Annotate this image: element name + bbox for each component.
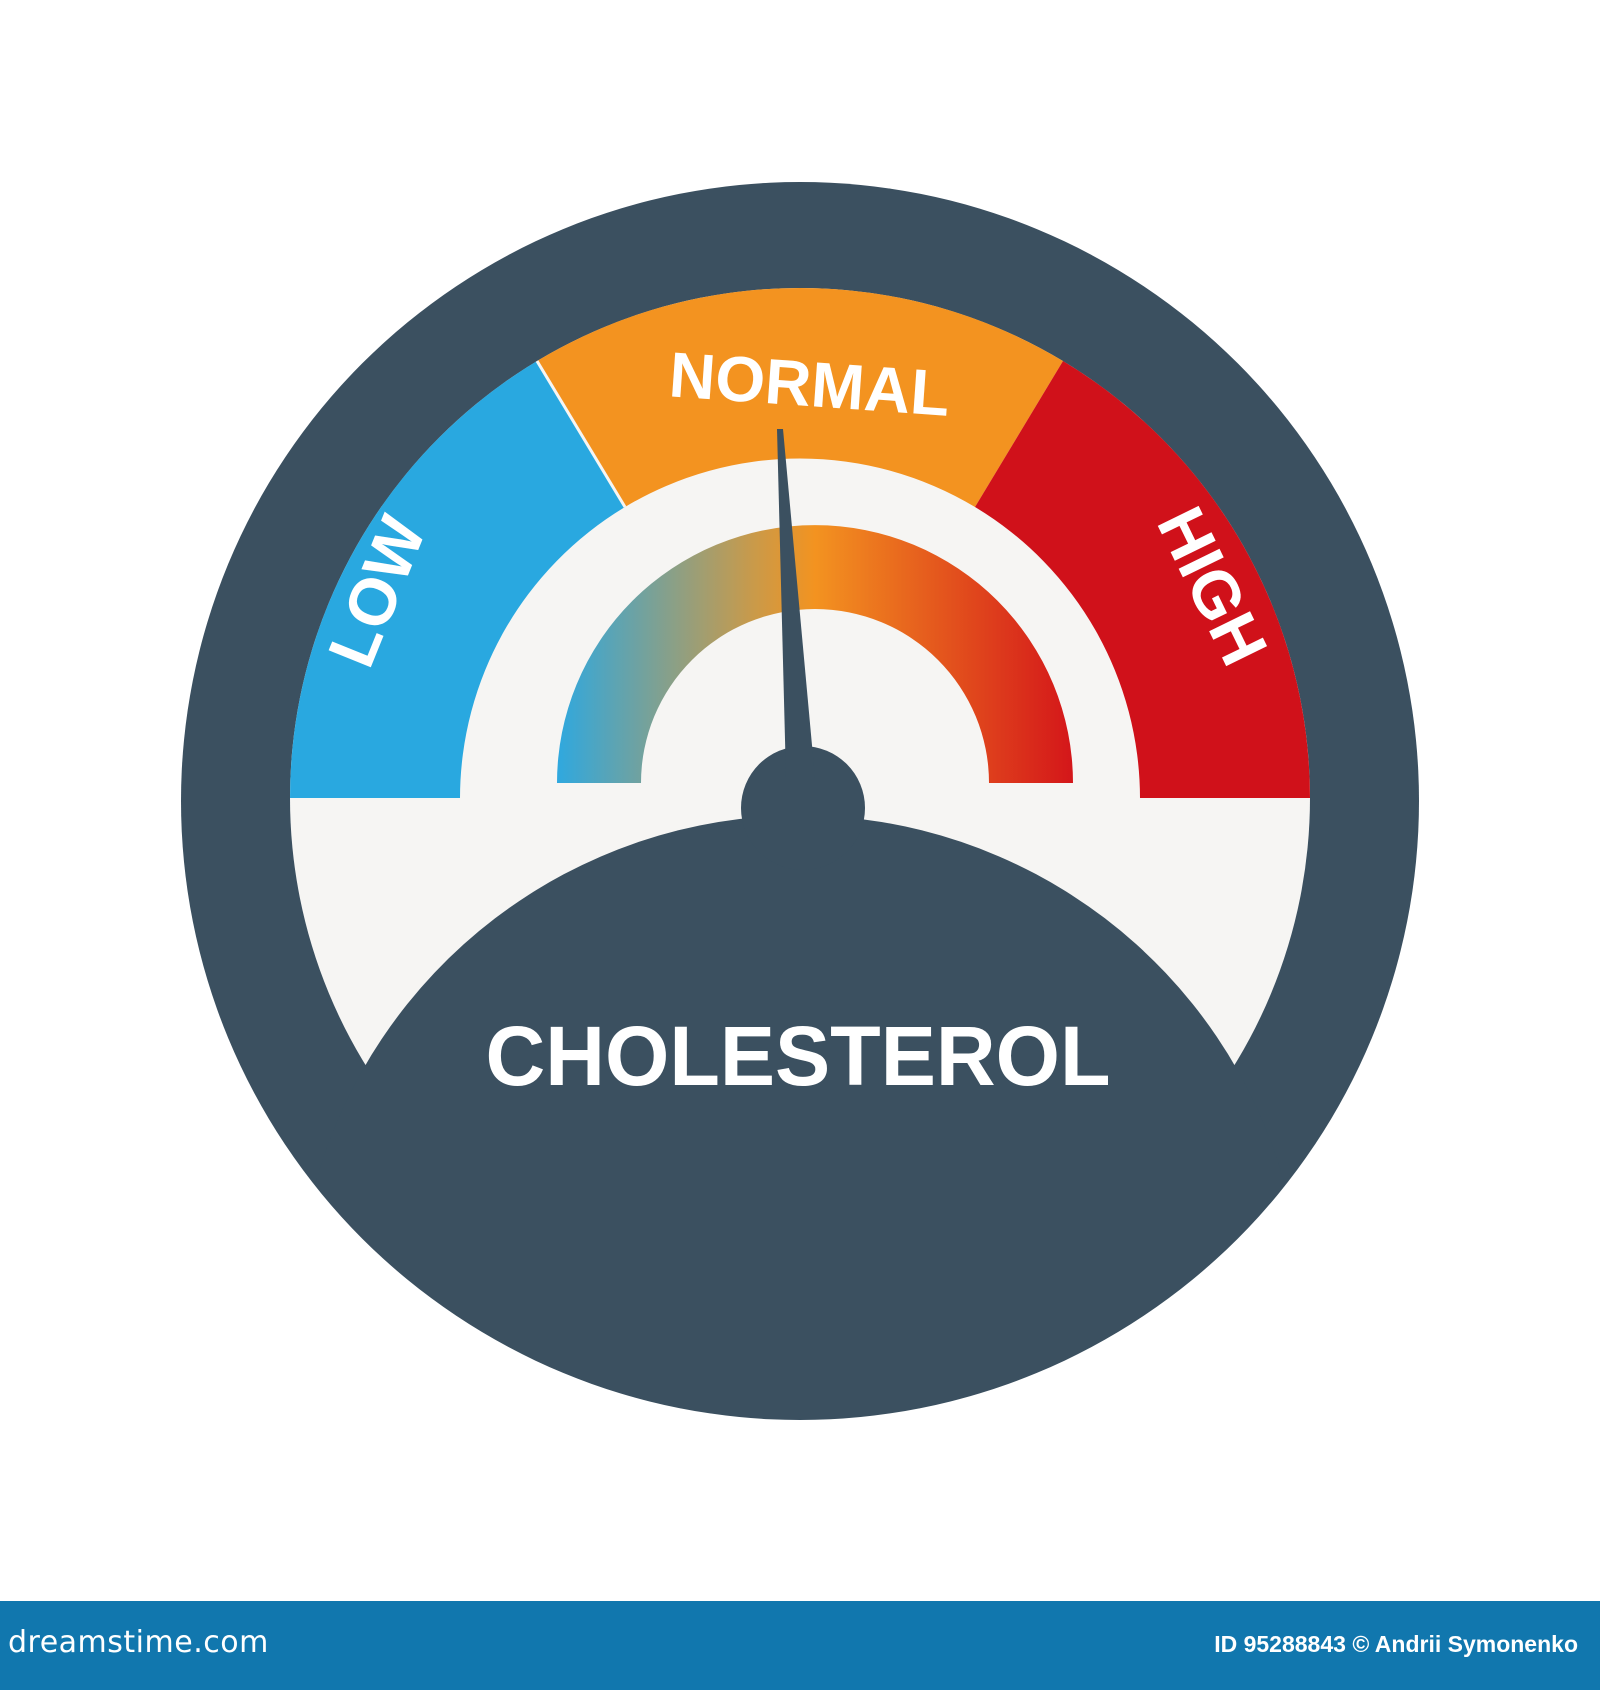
zone-low — [290, 361, 625, 798]
dreamstime-logo[interactable]: dreamstime.com — [8, 1625, 269, 1660]
zone-normal — [537, 287, 1063, 507]
needle-hub — [741, 746, 865, 870]
needle — [777, 429, 815, 778]
gauge-title: CHOLESTEROL — [486, 1009, 1111, 1103]
footer-bar: dreamstime.com ID 95288843 © Andrii Symo… — [0, 1601, 1600, 1690]
zone-divider — [535, 360, 627, 508]
gradient-scale-arc — [557, 525, 1073, 783]
gauge-base-hump — [315, 815, 1285, 1420]
cholesterol-gauge: LOW NORMAL HIGH CHOLESTEROL — [181, 182, 1419, 1420]
zone-high — [975, 361, 1310, 798]
image-credit: ID 95288843 © Andrii Symonenko — [1214, 1631, 1578, 1657]
